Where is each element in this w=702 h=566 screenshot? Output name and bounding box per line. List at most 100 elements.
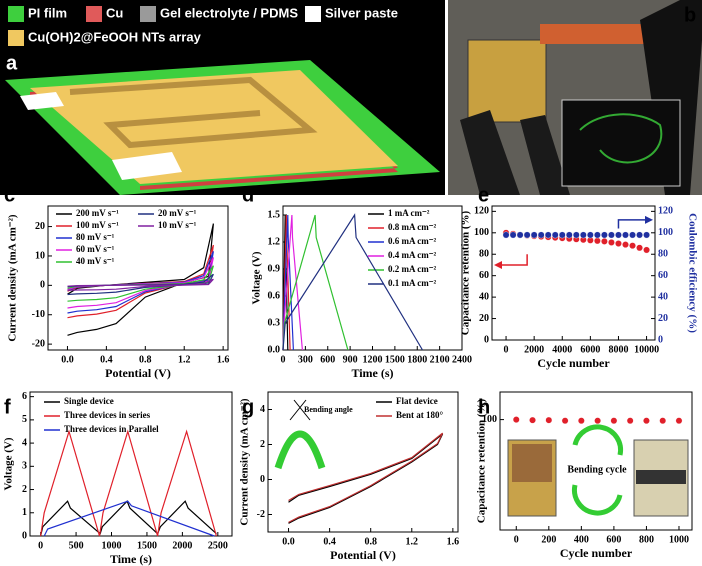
x-tick-label: 10000	[634, 344, 659, 355]
legend-label: 60 mV s⁻¹	[76, 244, 115, 254]
panel-label: b	[684, 4, 696, 26]
legend-label: 0.6 mA cm⁻²	[388, 236, 436, 246]
point	[509, 231, 517, 239]
y-tick-label: 1.5	[268, 209, 281, 220]
panel-label: e	[478, 184, 489, 206]
silver-pad	[20, 92, 64, 110]
series-line	[43, 500, 215, 537]
device-strip	[540, 24, 652, 44]
point	[558, 231, 566, 239]
point	[626, 417, 634, 425]
point	[502, 231, 510, 239]
nts-array	[30, 70, 398, 184]
y2-tick-label: 60	[658, 270, 668, 281]
legend-swatch	[86, 6, 102, 22]
x-axis-label: Potential (V)	[105, 366, 171, 380]
y-tick-label: 20	[479, 313, 489, 324]
point	[523, 231, 531, 239]
point	[601, 231, 608, 239]
y2-tick-label: 20	[658, 313, 668, 324]
point	[579, 231, 587, 239]
panel-label: f	[4, 396, 11, 418]
point	[577, 417, 585, 425]
point	[530, 231, 538, 239]
arrow-head	[494, 260, 502, 269]
x-tick-label: 1500	[385, 354, 405, 365]
x-tick-label: 1.2	[406, 536, 419, 547]
point	[516, 231, 524, 239]
x-tick-label: 2100	[430, 354, 450, 365]
y-tick-label: 0.3	[268, 317, 281, 328]
y2-tick-label: 120	[658, 206, 673, 217]
x-axis-label: Potential (V)	[330, 548, 396, 562]
y-axis-label: Capacitance retention (%)	[476, 398, 488, 523]
x-tick-label: 300	[298, 354, 313, 365]
point	[629, 242, 636, 250]
series-line	[67, 278, 214, 291]
point	[545, 416, 553, 424]
annotation: Bending cycle	[567, 464, 627, 475]
point	[622, 241, 629, 248]
angle-line	[289, 399, 307, 421]
legend-label: 40 mV s⁻¹	[76, 256, 115, 266]
point	[544, 231, 552, 239]
x-tick-label: 500	[69, 540, 84, 551]
y-tick-label: 0	[40, 280, 45, 291]
y-tick-label: 80	[479, 249, 489, 260]
y-tick-label: -20	[32, 338, 45, 349]
angle-line	[293, 399, 311, 421]
y-tick-label: 2	[260, 439, 265, 450]
y-tick-label: 6	[22, 391, 27, 402]
y-tick-label: 5	[22, 414, 27, 425]
x-tick-label: 600	[320, 354, 335, 365]
x-tick-label: 0.0	[282, 536, 295, 547]
x-tick-label: 1500	[137, 540, 157, 551]
inset-wire	[579, 113, 663, 164]
clip	[460, 110, 520, 195]
point	[565, 231, 573, 239]
bent-device	[274, 430, 326, 470]
point	[586, 231, 594, 239]
x-tick-label: 8000	[608, 344, 628, 355]
arrow	[617, 219, 649, 229]
photo-flat-grid	[512, 444, 552, 482]
y-tick-label: 0.6	[268, 290, 281, 301]
y-tick-label: 60	[479, 270, 489, 281]
x-axis-label: Time (s)	[351, 366, 393, 380]
point	[594, 417, 602, 425]
legend-label: Single device	[64, 396, 114, 406]
x-axis-label: Cycle number	[560, 546, 633, 560]
point	[636, 231, 643, 239]
legend-label: PI film	[28, 5, 67, 20]
silver-pad	[112, 152, 182, 180]
y-tick-label: 120	[474, 206, 489, 217]
arrow-head	[645, 215, 653, 224]
y-tick-label: 100	[482, 414, 497, 425]
series-line	[40, 500, 217, 537]
x-axis-label: Cycle number	[537, 356, 610, 370]
legend-label: 1 mA cm⁻²	[388, 208, 430, 218]
legend-swatch	[305, 6, 321, 22]
legend-label: 10 mV s⁻¹	[158, 220, 197, 230]
x-tick-label: 0.0	[61, 354, 74, 365]
point	[622, 231, 629, 239]
panel-label: g	[242, 396, 254, 418]
point	[537, 231, 545, 239]
x-tick-label: 4000	[552, 344, 572, 355]
y-axis-label: Voltage (V)	[3, 437, 15, 490]
electrode-gap	[69, 76, 318, 149]
x-tick-label: 1200	[363, 354, 383, 365]
point	[643, 231, 650, 239]
x-tick-label: 0	[504, 344, 509, 355]
legend-label: 20 mV s⁻¹	[158, 208, 197, 218]
point	[629, 231, 636, 239]
y-tick-label: 2	[22, 484, 27, 495]
y-tick-label: 0	[260, 474, 265, 485]
x-tick-label: 2500	[208, 540, 228, 551]
point	[608, 231, 615, 239]
y-tick-label: 0.9	[268, 263, 281, 274]
legend-label: Gel electrolyte / PDMS	[160, 5, 298, 20]
x-tick-label: 1800	[407, 354, 427, 365]
legend-swatch	[8, 6, 24, 22]
inset-photo	[561, 99, 681, 187]
